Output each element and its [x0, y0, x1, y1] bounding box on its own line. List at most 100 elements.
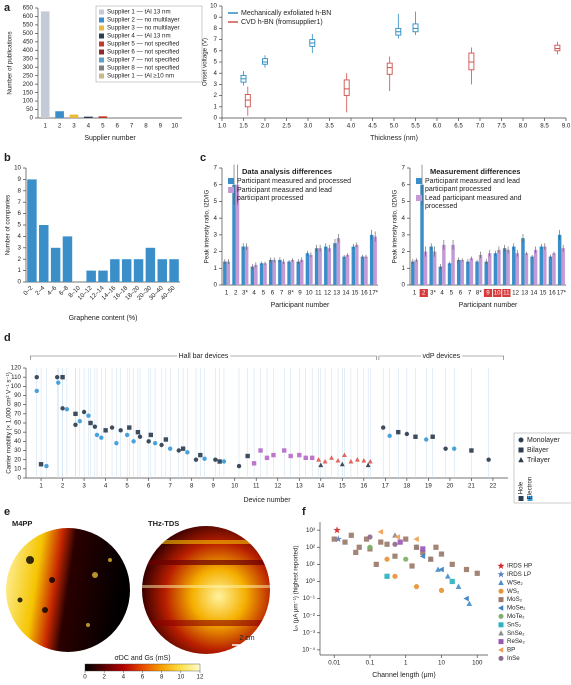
point [99, 435, 104, 440]
x-tick-label: 17* [557, 290, 567, 297]
x-tick-label: 4.5 [368, 123, 377, 130]
legend-marker [497, 562, 505, 570]
bar [429, 246, 433, 285]
y-tick-label: 1 [402, 265, 406, 272]
point [318, 462, 324, 468]
colorbar-tick-label: 8 [160, 674, 164, 681]
point [428, 556, 434, 562]
x-tick-label: 8 [190, 483, 194, 490]
point [64, 407, 70, 412]
chart-title: Measurement differences [430, 167, 520, 176]
point [404, 431, 410, 437]
x-tick-label: 3 [72, 123, 76, 130]
x-tick-label: 0.01 [328, 660, 341, 667]
point [152, 440, 158, 446]
point [137, 434, 143, 439]
legend-label: WSe₂ [507, 579, 523, 586]
x-tick-label: 10 [494, 290, 501, 297]
point [435, 566, 441, 572]
x-tick-label: 7.5 [497, 123, 506, 130]
point [419, 553, 426, 560]
legend-label: BP [507, 647, 515, 654]
panel-label: b [4, 152, 11, 164]
point [114, 440, 119, 446]
point [387, 433, 392, 439]
x-axis-label: Supplier number [84, 135, 136, 142]
x-tick-label: 2 [58, 123, 62, 130]
x-tick-label: 5 [101, 123, 105, 130]
x-tick-label: 15 [352, 290, 359, 297]
bar [345, 254, 350, 285]
legend-box [95, 5, 203, 83]
x-tick-label: 100 [472, 660, 483, 667]
bar [364, 256, 368, 285]
point [56, 380, 61, 385]
point [438, 551, 445, 557]
point [348, 532, 354, 538]
legend-label: Participant measured and lead participan… [425, 178, 522, 193]
point [163, 437, 169, 442]
bar [342, 256, 346, 285]
y-tick-label: 650 [23, 5, 34, 12]
bar [460, 259, 464, 285]
bar [442, 244, 446, 285]
category-highlight [493, 289, 502, 297]
x-tick-label: 4 [252, 290, 256, 297]
bar [223, 261, 227, 285]
bar [305, 253, 310, 285]
x-tick-label: 11 [503, 290, 510, 297]
point [392, 553, 398, 559]
scale-bar-label: 2 cm [239, 635, 254, 642]
x-tick-label: 1.5 [239, 123, 248, 130]
point [394, 534, 401, 540]
bar [478, 254, 483, 285]
category-highlight [483, 289, 493, 297]
box [554, 44, 561, 52]
y-tick-label: 60 [14, 420, 21, 427]
m4pp-map [6, 528, 130, 652]
legend-marker [518, 447, 524, 453]
colorbar [84, 663, 201, 672]
x-tick-label: 3* [242, 290, 248, 297]
y-tick-label: 8 [214, 25, 218, 32]
bar [281, 261, 286, 285]
y-tick-label: 10⁻² [303, 612, 315, 619]
x-tick-label: 1 [413, 290, 417, 297]
point [329, 455, 334, 460]
y-tick-label: 100 [23, 98, 34, 105]
point [176, 448, 181, 453]
y-tick-label: 5 [214, 198, 218, 205]
y-tick-label: 10 [210, 3, 217, 10]
y-tick-label: 40 [14, 438, 21, 445]
y-tick-label: 50 [26, 106, 33, 113]
point [363, 536, 370, 542]
legend-swatch [99, 73, 104, 79]
legend-label: IRDS LP [507, 571, 531, 578]
legend-swatch [99, 17, 104, 23]
x-tick-label: 16 [549, 290, 556, 297]
bar [355, 244, 359, 285]
legend-label: WS₂ [507, 588, 520, 595]
colorbar-tick-label: 2 [102, 674, 106, 681]
point [380, 425, 386, 430]
bar [62, 236, 73, 282]
point [469, 448, 474, 453]
legend-label: IRDS HP [507, 563, 532, 570]
m4pp-map-texture [17, 556, 55, 613]
point [202, 456, 207, 461]
box [262, 58, 268, 65]
legend-marker [518, 457, 524, 463]
x-tick-label: 13 [521, 290, 528, 297]
y-tick-label: 10⁰ [306, 578, 316, 585]
point [34, 388, 39, 394]
y-tick-label: 4 [214, 70, 218, 77]
x-tick-label: 8* [288, 290, 294, 297]
bar [327, 248, 332, 285]
panel-label: e [4, 506, 10, 518]
point [309, 455, 315, 461]
point [348, 458, 354, 464]
point [455, 583, 462, 589]
y-tick-label: 5 [402, 198, 406, 205]
y-tick-label: 1 [214, 265, 218, 272]
point [38, 462, 44, 467]
